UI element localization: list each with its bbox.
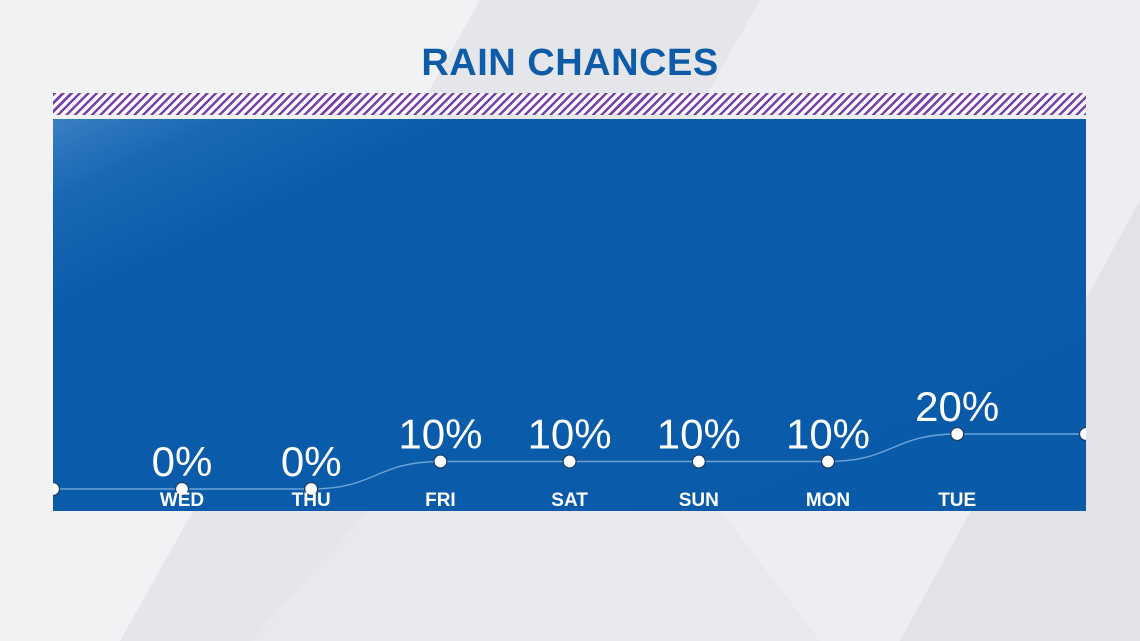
edge-point-left [53,481,61,497]
chart-title: RAIN CHANCES [421,42,719,84]
x-tick-label-wed: WED [160,490,204,511]
data-label-tue: 20% [915,383,999,430]
data-point-mon [820,454,836,469]
data-point-sat [562,454,577,469]
x-tick-label-thu: THU [292,490,331,511]
decorative-stripe [53,93,1086,115]
data-point-wed [174,481,190,497]
x-tick-label-tue: TUE [938,490,976,511]
x-tick-label-sat: SAT [551,490,588,511]
data-label-sun: 10% [657,411,741,458]
data-point-fri [433,454,448,469]
x-tick-label-sun: SUN [679,490,719,511]
x-tick-label-fri: FRI [425,490,456,511]
data-label-mon: 10% [786,411,870,458]
data-point-sun [691,454,706,469]
x-tick-label-mon: MON [806,490,850,511]
chart-panel: 0% WED 0% THU 10% FRI 10% SAT 10% SUN 10% MON 20% TUE [53,119,1086,511]
data-label-wed: 0% [152,438,213,485]
data-label-thu: 0% [281,438,342,485]
data-label-sat: 10% [528,411,612,458]
rain-chance-chart: 0% WED 0% THU 10% FRI 10% SAT 10% SUN 10% MON 20% TUE [53,383,1086,511]
data-point-thu [304,481,319,497]
data-point-tue [950,426,965,442]
edge-point-right [1078,426,1086,442]
data-label-fri: 10% [398,411,482,458]
